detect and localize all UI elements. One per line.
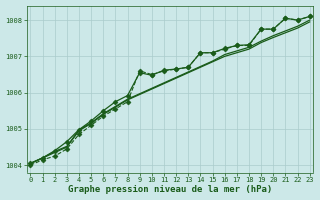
X-axis label: Graphe pression niveau de la mer (hPa): Graphe pression niveau de la mer (hPa) xyxy=(68,185,272,194)
